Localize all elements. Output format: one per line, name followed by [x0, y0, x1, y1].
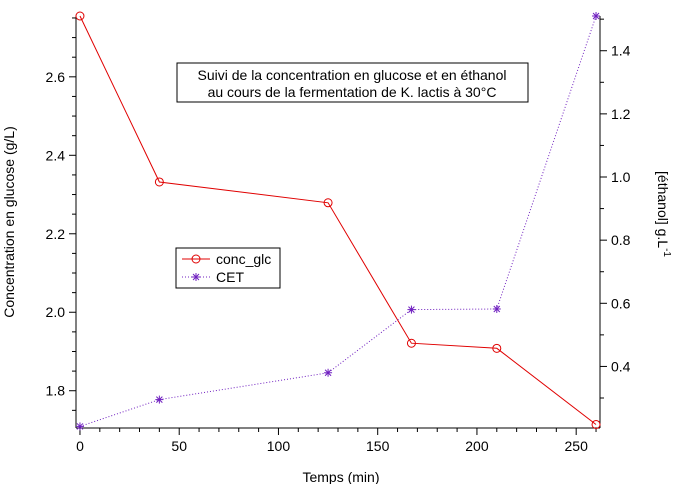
data-point-cet: [324, 368, 333, 377]
y-axis-right-label-text: [éthanol] g.L: [655, 171, 671, 248]
asterisk-stroke: [493, 305, 501, 313]
data-point-conc-glc: [492, 343, 502, 353]
legend-label-conc-glc: conc_glc: [216, 251, 271, 267]
asterisk-stroke: [408, 306, 415, 313]
y-left-tick-label: 2.4: [46, 147, 66, 163]
legend-entry-cet: CET: [182, 269, 244, 285]
y-right-tick-label: 1.4: [611, 43, 631, 59]
y-axis-right-label: [éthanol] g.L-1: [655, 171, 672, 257]
y-axis-left-label: Concentration en glucose (g/L): [1, 126, 17, 317]
x-tick-label: 100: [267, 438, 291, 454]
data-point-conc-glc: [591, 419, 601, 429]
data-point-cet: [492, 304, 501, 313]
legend-label-cet: CET: [216, 269, 244, 285]
y-right-tick-label: 0.4: [611, 358, 631, 374]
data-point-conc-glc: [75, 11, 85, 21]
chart-title-frame: [176, 62, 529, 103]
data-point-conc-glc: [323, 198, 333, 208]
x-tick-label: 50: [171, 438, 187, 454]
y-right-tick-label: 0.8: [611, 232, 631, 248]
asterisk-stroke: [592, 12, 600, 20]
y-left-tick-label: 2.6: [46, 69, 66, 85]
data-point-conc-glc: [154, 177, 164, 187]
data-point-cet: [407, 305, 416, 314]
x-tick-label: 200: [465, 438, 489, 454]
axes: 0 50 100 150 200 250 1.8 2.0 2.2 2.4 2.6 0.4 0.6 0.8 1…: [46, 16, 631, 454]
y-left-tick-label: 2.0: [46, 304, 66, 320]
legend-frame: [175, 247, 281, 289]
y-right-tick-label: 1.0: [611, 169, 631, 185]
data-point-conc-glc: [406, 338, 416, 348]
y-left-tick-label: 1.8: [46, 383, 66, 399]
series-line-cet: [79, 15, 597, 427]
series-line-conc-glc: [79, 15, 597, 425]
asterisk-stroke: [192, 273, 200, 281]
y-axis-right-label-exponent: -1: [661, 248, 672, 257]
x-tick-label: 0: [76, 438, 84, 454]
asterisk-stroke: [76, 423, 84, 430]
y-left-tick-label: 2.2: [46, 226, 66, 242]
asterisk-stroke: [324, 369, 332, 377]
asterisk-stroke: [156, 396, 163, 403]
data-point-cet: [155, 395, 164, 404]
data-point-cet: [592, 12, 601, 20]
legend: conc_glc CET: [175, 247, 281, 289]
chart-title-box: Suivi de la concentration en glucose et …: [176, 62, 529, 103]
legend-marker-cet: [192, 273, 200, 281]
y-right-tick-label: 0.6: [611, 295, 631, 311]
x-axis-label: Temps (min): [302, 469, 379, 484]
series-layer: [75, 11, 601, 431]
x-tick-label: 150: [366, 438, 390, 454]
y-right-tick-label: 1.2: [611, 106, 631, 122]
chart-title-line-2: au cours de la fermentation de K. lactis…: [208, 84, 497, 100]
legend-marker-conc-glc: [191, 254, 201, 264]
legend-entry-conc-glc: conc_glc: [182, 251, 271, 267]
x-tick-label: 250: [565, 438, 589, 454]
chart-title-line-1: Suivi de la concentration en glucose et …: [198, 67, 507, 83]
data-point-cet: [75, 422, 84, 431]
legend-asterisk-cet: [192, 273, 200, 281]
